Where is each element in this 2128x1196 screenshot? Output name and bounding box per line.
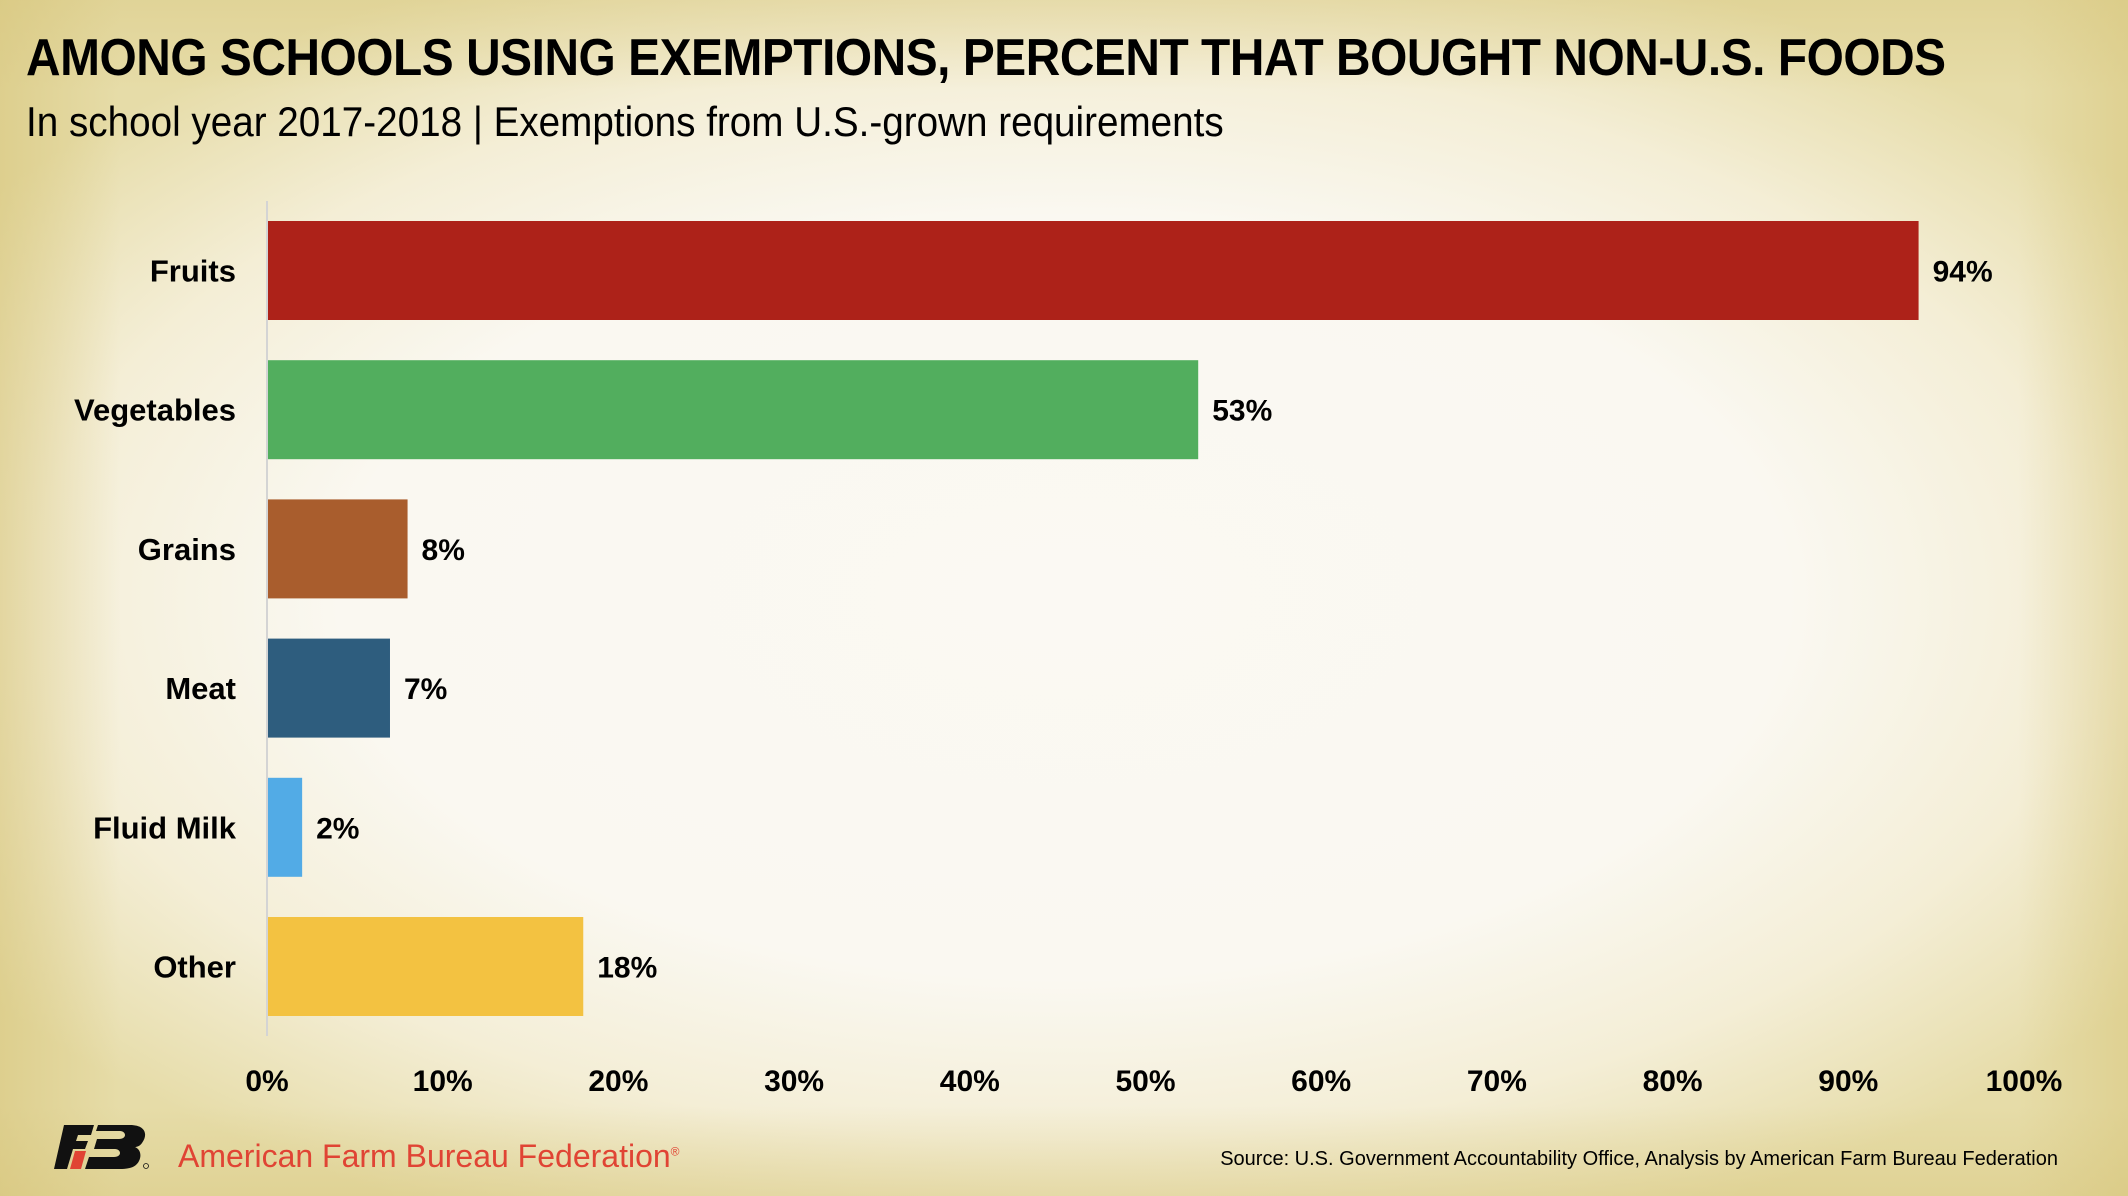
source-note: Source: U.S. Government Accountability O… [1220, 1148, 2058, 1170]
category-label-other: Other [153, 950, 236, 985]
category-label-fluid-milk: Fluid Milk [93, 810, 237, 845]
bar-fluid-milk [268, 777, 303, 877]
x-tick-label-30: 30% [764, 1065, 824, 1098]
x-tick-label-0: 0% [245, 1065, 288, 1098]
x-tick-label-20: 20% [588, 1065, 648, 1098]
x-tick-label-40: 40% [940, 1065, 1000, 1098]
x-tick-label-90: 90% [1818, 1065, 1878, 1098]
category-label-grains: Grains [138, 532, 236, 567]
category-label-vegetables: Vegetables [74, 393, 236, 428]
x-tick-label-50: 50% [1115, 1065, 1175, 1098]
category-labels: Fruits Vegetables Grains Meat Fluid Milk Othe… [74, 254, 237, 985]
x-tick-label-60: 60% [1291, 1065, 1351, 1098]
x-tick-label-10: 10% [413, 1065, 473, 1098]
value-labels: 94% 53% 8% 7% 2% 18% [316, 256, 1992, 985]
x-axis-tick-labels: 0% 10% 20% 30% 40% 50% 60% 70% 80% 90% 100% [245, 1065, 2062, 1098]
bar-vegetables [268, 360, 1199, 460]
registered-mark: ® [670, 1144, 680, 1159]
value-label-grains: 8% [422, 534, 465, 567]
bar-other [268, 917, 584, 1016]
value-label-fruits: 94% [1933, 256, 1993, 289]
x-tick-label-70: 70% [1467, 1065, 1527, 1098]
chart-title: AMONG SCHOOLS USING EXEMPTIONS, PERCENT … [26, 29, 1946, 87]
category-label-meat: Meat [165, 671, 236, 706]
organization-name: American Farm Bureau Federation® [178, 1138, 680, 1175]
value-label-other: 18% [597, 952, 657, 985]
bar-grains [268, 499, 408, 599]
chart-subtitle: In school year 2017-2018 | Exemptions fr… [26, 98, 1224, 145]
x-tick-label-80: 80% [1643, 1065, 1703, 1098]
afbf-fb-logo-icon [54, 1125, 149, 1169]
value-label-vegetables: 53% [1212, 395, 1272, 428]
bar-fruits [268, 221, 1919, 320]
bars-group [268, 221, 1919, 1016]
category-label-fruits: Fruits [150, 254, 236, 289]
x-tick-label-100: 100% [1986, 1065, 2063, 1098]
value-label-fluid-milk: 2% [316, 812, 359, 845]
bar-meat [268, 638, 390, 738]
organization-name-text: American Farm Bureau Federation [178, 1138, 671, 1174]
value-label-meat: 7% [404, 673, 447, 706]
